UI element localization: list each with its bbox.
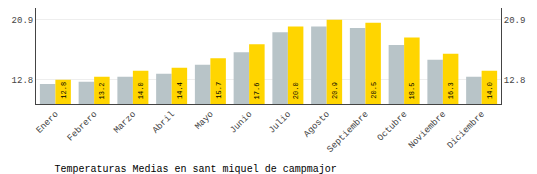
svg-text:14.4: 14.4 — [176, 82, 184, 99]
svg-text:20.9: 20.9 — [504, 16, 526, 26]
svg-text:12.8: 12.8 — [504, 76, 526, 86]
svg-text:Temperaturas Medias en sant mi: Temperaturas Medias en sant miquel de ca… — [55, 164, 337, 174]
svg-text:20.0: 20.0 — [292, 82, 300, 99]
svg-text:13.2: 13.2 — [98, 83, 106, 100]
svg-text:14.0: 14.0 — [486, 82, 494, 99]
svg-text:12.8: 12.8 — [12, 76, 34, 86]
svg-text:Diciembre: Diciembre — [445, 110, 486, 151]
svg-text:16.3: 16.3 — [447, 82, 455, 99]
svg-text:Septiembre: Septiembre — [325, 110, 370, 155]
svg-text:17.6: 17.6 — [253, 83, 261, 100]
svg-text:15.7: 15.7 — [215, 82, 223, 99]
svg-text:Abril: Abril — [151, 110, 177, 136]
svg-text:Febrero: Febrero — [66, 110, 100, 144]
svg-text:Mayo: Mayo — [193, 110, 215, 132]
svg-text:Julio: Julio — [267, 110, 293, 136]
svg-text:Junio: Junio — [228, 110, 254, 136]
svg-text:14.0: 14.0 — [137, 82, 145, 99]
svg-text:20.9: 20.9 — [12, 16, 34, 26]
svg-text:Enero: Enero — [35, 110, 61, 136]
svg-text:20.9: 20.9 — [331, 82, 339, 99]
svg-text:Agosto: Agosto — [302, 110, 332, 140]
svg-text:18.5: 18.5 — [408, 83, 416, 100]
svg-text:12.8: 12.8 — [60, 82, 68, 99]
svg-text:Noviembre: Noviembre — [407, 110, 448, 151]
svg-text:Marzo: Marzo — [112, 110, 138, 136]
svg-text:Octubre: Octubre — [376, 110, 410, 144]
svg-text:20.5: 20.5 — [370, 82, 378, 99]
